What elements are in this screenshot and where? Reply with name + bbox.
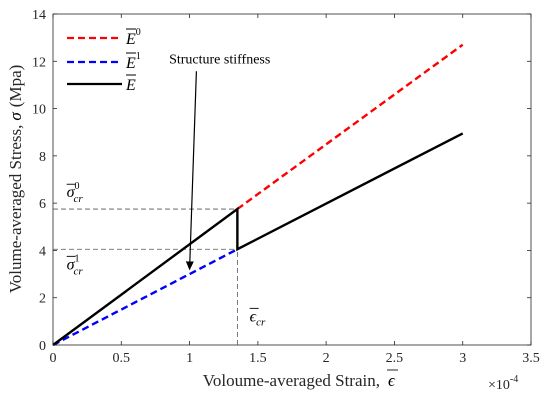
x-tick-label: 2.5 <box>386 351 404 366</box>
y-tick-label: 4 <box>39 244 46 259</box>
x-axis-symbol: ϵ <box>388 371 396 390</box>
x-tick-label: 0.5 <box>113 351 131 366</box>
x-tick-label: 1.5 <box>249 351 267 366</box>
annotation-structure-stiffness: Structure stiffness <box>169 53 270 68</box>
y-axis-label-group: Volume-averaged Stress,σ(Mpa) <box>6 65 25 294</box>
label-sigma1-cr: σ1 cr <box>66 253 84 277</box>
x-axis-label-text: Voloume-averaged Strain, <box>203 371 380 390</box>
x-multiplier-exp: -4 <box>510 374 518 385</box>
series-line-0 <box>236 43 464 211</box>
y-axis-ticks: 0 2 4 6 8 10 12 14 <box>32 8 531 354</box>
x-tick-label: 1 <box>186 351 193 366</box>
y-tick-label: 0 <box>39 339 46 354</box>
y-axis-symbol: σ <box>6 112 25 121</box>
x-multiplier: ×10-4 <box>488 374 518 393</box>
y-tick-label: 8 <box>39 150 46 165</box>
label-sigma0-cr: σ0 cr <box>66 181 84 205</box>
svg-text:E0: E0 <box>125 27 141 48</box>
label-eps-cr: ϵcr <box>249 307 266 328</box>
legend-item-e: E <box>67 74 136 94</box>
x-tick-label: 2 <box>323 351 330 366</box>
x-tick-label: 0 <box>50 351 57 366</box>
legend-item-e1: E1 <box>67 51 141 72</box>
y-tick-label: 6 <box>39 197 46 212</box>
y-tick-label: 2 <box>39 292 46 307</box>
series-line-1 <box>52 248 238 347</box>
svg-text:ϵcr: ϵcr <box>250 308 266 328</box>
plot-area <box>52 13 532 346</box>
y-tick-label: 14 <box>32 8 46 23</box>
x-tick-label: 3 <box>459 351 466 366</box>
series-lines <box>52 43 464 347</box>
annotation-arrow <box>185 71 197 271</box>
legend-item-e0: E0 <box>67 27 141 48</box>
legend: E0 E1 E <box>67 27 141 94</box>
y-axis-unit: (Mpa) <box>6 65 25 107</box>
svg-text:E1: E1 <box>125 51 141 72</box>
y-tick-label: 10 <box>32 103 46 118</box>
series-line-2 <box>52 132 464 346</box>
y-axis-label: Volume-averaged Stress,σ(Mpa) <box>6 65 25 294</box>
svg-text:E: E <box>125 77 136 94</box>
x-tick-label: 3.5 <box>522 351 540 366</box>
x-axis-ticks: 0 0.5 1 1.5 2 2.5 3 3.5 <box>50 14 540 366</box>
reference-lines <box>53 208 238 345</box>
x-axis-label: Voloume-averaged Strain, <box>203 371 380 390</box>
y-tick-label: 12 <box>32 55 46 70</box>
